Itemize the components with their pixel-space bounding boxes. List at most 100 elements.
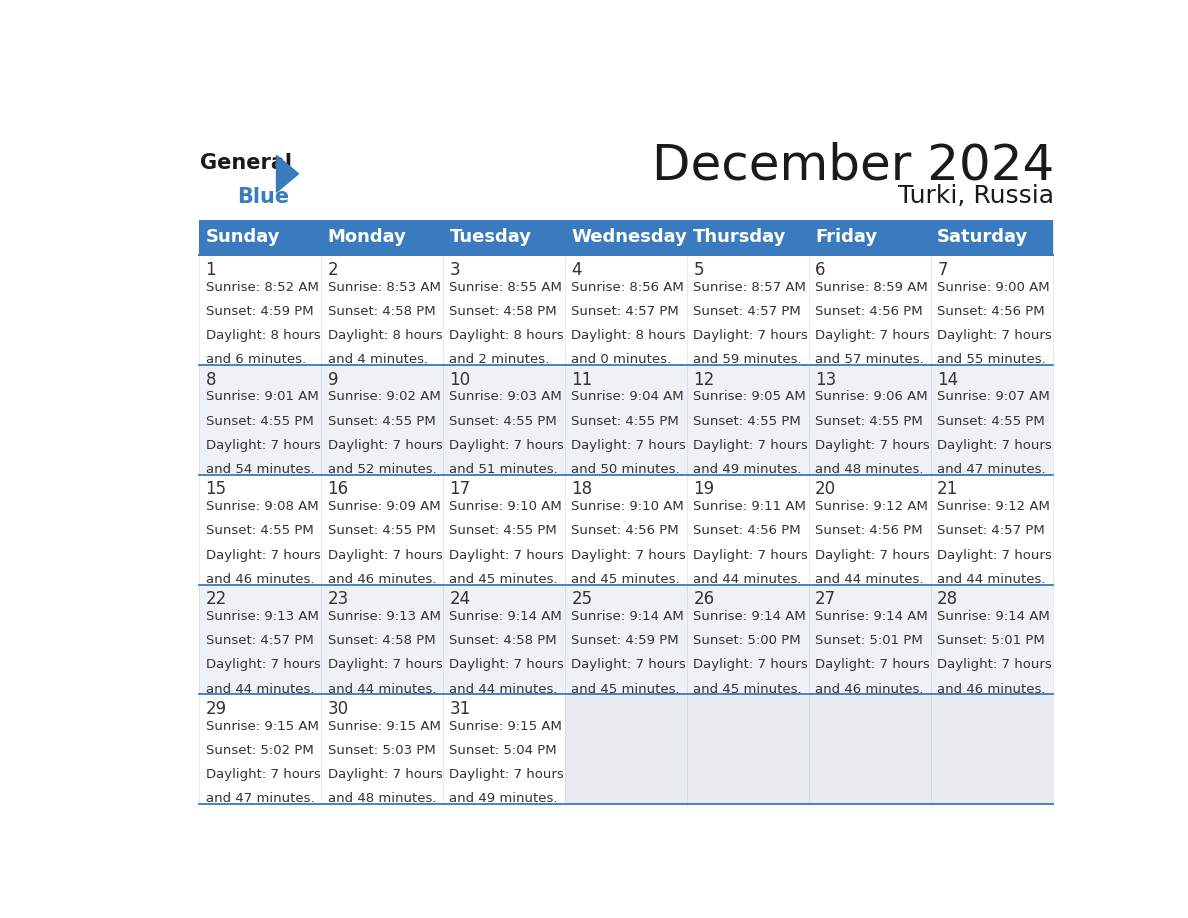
- Text: Tuesday: Tuesday: [449, 229, 531, 246]
- Text: Sunrise: 9:14 AM: Sunrise: 9:14 AM: [937, 610, 1050, 623]
- Text: Sunrise: 9:12 AM: Sunrise: 9:12 AM: [815, 500, 928, 513]
- Text: Sunset: 4:55 PM: Sunset: 4:55 PM: [328, 415, 435, 428]
- Bar: [565, 585, 687, 694]
- Bar: [443, 585, 565, 694]
- Text: Sunset: 4:55 PM: Sunset: 4:55 PM: [449, 524, 557, 537]
- Text: and 52 minutes.: and 52 minutes.: [328, 463, 436, 476]
- Text: and 45 minutes.: and 45 minutes.: [694, 683, 802, 696]
- Text: Sunset: 4:57 PM: Sunset: 4:57 PM: [206, 634, 314, 647]
- Text: Sunrise: 9:11 AM: Sunrise: 9:11 AM: [694, 500, 807, 513]
- Text: Sunset: 5:04 PM: Sunset: 5:04 PM: [449, 744, 557, 757]
- Text: 16: 16: [328, 480, 348, 498]
- Text: Sunset: 4:57 PM: Sunset: 4:57 PM: [571, 305, 680, 318]
- Bar: [809, 219, 930, 255]
- Bar: [809, 365, 930, 475]
- Text: Sunset: 4:55 PM: Sunset: 4:55 PM: [206, 524, 314, 537]
- Bar: [200, 475, 321, 585]
- Text: 19: 19: [694, 480, 714, 498]
- Text: and 44 minutes.: and 44 minutes.: [694, 573, 802, 586]
- Text: 22: 22: [206, 590, 227, 609]
- Bar: [930, 365, 1053, 475]
- Text: and 44 minutes.: and 44 minutes.: [815, 573, 924, 586]
- Text: and 6 minutes.: and 6 minutes.: [206, 353, 305, 366]
- Text: Daylight: 7 hours: Daylight: 7 hours: [206, 768, 321, 781]
- Text: 13: 13: [815, 371, 836, 388]
- Text: and 49 minutes.: and 49 minutes.: [694, 463, 802, 476]
- Text: and 45 minutes.: and 45 minutes.: [571, 573, 680, 586]
- Text: Sunset: 5:02 PM: Sunset: 5:02 PM: [206, 744, 314, 757]
- Text: Sunset: 5:01 PM: Sunset: 5:01 PM: [937, 634, 1045, 647]
- Text: Daylight: 7 hours: Daylight: 7 hours: [815, 439, 930, 452]
- Text: Daylight: 7 hours: Daylight: 7 hours: [449, 439, 564, 452]
- Text: December 2024: December 2024: [652, 142, 1055, 190]
- Text: and 49 minutes.: and 49 minutes.: [449, 792, 558, 805]
- Text: Sunrise: 9:04 AM: Sunrise: 9:04 AM: [571, 390, 684, 403]
- Text: Daylight: 7 hours: Daylight: 7 hours: [815, 658, 930, 671]
- Text: General: General: [200, 152, 292, 173]
- Bar: [321, 694, 443, 804]
- Text: 3: 3: [449, 261, 460, 279]
- Bar: [930, 219, 1053, 255]
- Text: Wednesday: Wednesday: [571, 229, 687, 246]
- Text: 7: 7: [937, 261, 948, 279]
- Text: Sunrise: 9:12 AM: Sunrise: 9:12 AM: [937, 500, 1050, 513]
- Text: Sunrise: 9:10 AM: Sunrise: 9:10 AM: [571, 500, 684, 513]
- Text: Sunrise: 9:02 AM: Sunrise: 9:02 AM: [328, 390, 441, 403]
- Text: 14: 14: [937, 371, 959, 388]
- Bar: [321, 219, 443, 255]
- Bar: [930, 694, 1053, 804]
- Text: and 0 minutes.: and 0 minutes.: [571, 353, 671, 366]
- Text: 31: 31: [449, 700, 470, 718]
- Text: Daylight: 8 hours: Daylight: 8 hours: [571, 329, 685, 341]
- Text: Sunrise: 9:13 AM: Sunrise: 9:13 AM: [328, 610, 441, 623]
- Text: and 48 minutes.: and 48 minutes.: [328, 792, 436, 805]
- Text: Sunrise: 9:03 AM: Sunrise: 9:03 AM: [449, 390, 562, 403]
- Text: Sunrise: 9:15 AM: Sunrise: 9:15 AM: [328, 720, 441, 733]
- Text: Sunrise: 9:14 AM: Sunrise: 9:14 AM: [571, 610, 684, 623]
- Text: Sunrise: 9:14 AM: Sunrise: 9:14 AM: [815, 610, 928, 623]
- Text: Daylight: 7 hours: Daylight: 7 hours: [694, 329, 808, 341]
- Bar: [321, 475, 443, 585]
- Text: Sunrise: 9:01 AM: Sunrise: 9:01 AM: [206, 390, 318, 403]
- Text: Sunset: 4:58 PM: Sunset: 4:58 PM: [449, 305, 557, 318]
- Text: and 54 minutes.: and 54 minutes.: [206, 463, 314, 476]
- Text: and 46 minutes.: and 46 minutes.: [328, 573, 436, 586]
- Bar: [321, 365, 443, 475]
- Bar: [443, 365, 565, 475]
- Text: 15: 15: [206, 480, 227, 498]
- Text: Sunrise: 8:52 AM: Sunrise: 8:52 AM: [206, 281, 318, 294]
- Bar: [321, 585, 443, 694]
- Text: 18: 18: [571, 480, 593, 498]
- Text: Sunrise: 9:15 AM: Sunrise: 9:15 AM: [449, 720, 562, 733]
- Bar: [687, 694, 809, 804]
- Bar: [687, 255, 809, 365]
- Bar: [200, 694, 321, 804]
- Text: Daylight: 8 hours: Daylight: 8 hours: [449, 329, 564, 341]
- Text: Daylight: 7 hours: Daylight: 7 hours: [328, 658, 442, 671]
- Text: Daylight: 7 hours: Daylight: 7 hours: [694, 549, 808, 562]
- Text: and 44 minutes.: and 44 minutes.: [449, 683, 558, 696]
- Text: Sunset: 4:55 PM: Sunset: 4:55 PM: [694, 415, 801, 428]
- Text: Daylight: 7 hours: Daylight: 7 hours: [815, 549, 930, 562]
- Text: and 2 minutes.: and 2 minutes.: [449, 353, 550, 366]
- Text: Daylight: 7 hours: Daylight: 7 hours: [206, 658, 321, 671]
- Text: Daylight: 7 hours: Daylight: 7 hours: [206, 439, 321, 452]
- Bar: [200, 585, 321, 694]
- Text: 21: 21: [937, 480, 959, 498]
- Text: Sunset: 4:55 PM: Sunset: 4:55 PM: [328, 524, 435, 537]
- Text: Sunset: 4:55 PM: Sunset: 4:55 PM: [206, 415, 314, 428]
- Text: Sunrise: 9:10 AM: Sunrise: 9:10 AM: [449, 500, 562, 513]
- Bar: [809, 694, 930, 804]
- Text: Sunset: 4:55 PM: Sunset: 4:55 PM: [815, 415, 923, 428]
- Text: Daylight: 8 hours: Daylight: 8 hours: [206, 329, 321, 341]
- Polygon shape: [277, 155, 298, 192]
- Text: Sunset: 4:56 PM: Sunset: 4:56 PM: [815, 305, 923, 318]
- Text: Sunset: 4:56 PM: Sunset: 4:56 PM: [815, 524, 923, 537]
- Text: 30: 30: [328, 700, 348, 718]
- Text: Sunset: 4:55 PM: Sunset: 4:55 PM: [937, 415, 1045, 428]
- Text: and 44 minutes.: and 44 minutes.: [328, 683, 436, 696]
- Text: Blue: Blue: [236, 186, 289, 207]
- Text: Sunrise: 8:59 AM: Sunrise: 8:59 AM: [815, 281, 928, 294]
- Text: Sunrise: 9:09 AM: Sunrise: 9:09 AM: [328, 500, 440, 513]
- Bar: [565, 365, 687, 475]
